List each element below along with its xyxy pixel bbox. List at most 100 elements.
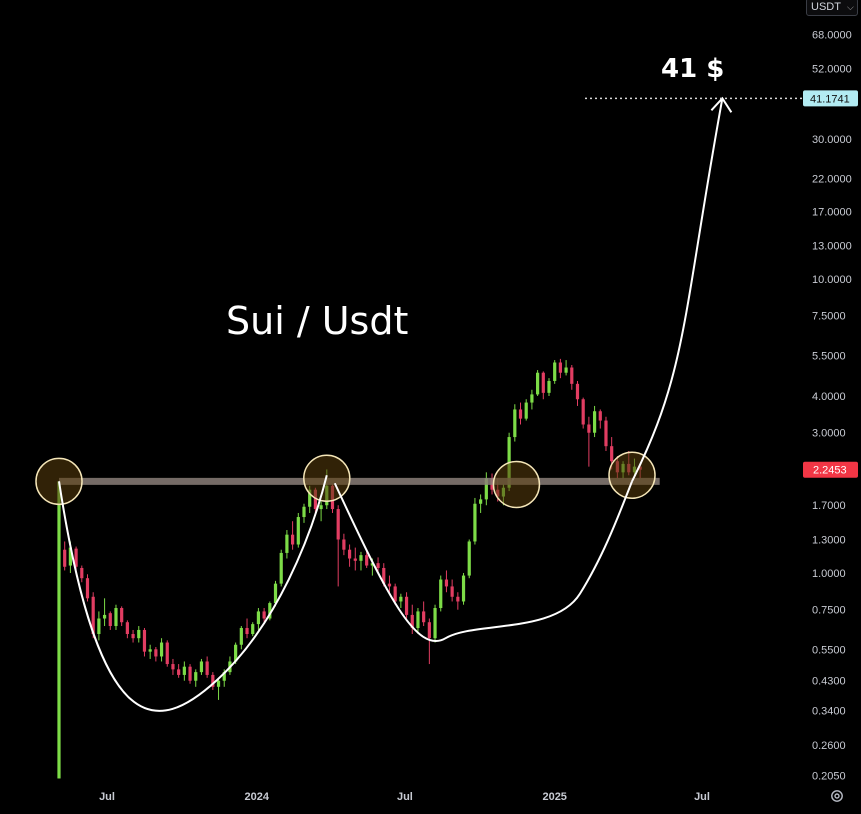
candle [251,622,255,637]
candle [57,481,61,779]
candle [530,389,534,410]
candle [296,512,300,548]
candle [427,618,431,665]
y-tick-label: 0.3400 [812,706,846,718]
candle [63,541,67,571]
candle [199,658,204,675]
cup-curve-2 [333,480,633,642]
candle [513,404,517,442]
candle [387,575,392,593]
candle [564,360,568,376]
candle [473,497,477,545]
candle [211,672,215,690]
candle [467,539,471,579]
y-tick-label: 30.0000 [812,134,852,146]
candle [216,677,221,700]
candle [587,416,591,467]
candle [125,620,129,639]
candle [479,494,483,513]
candle [74,546,78,571]
candle [604,416,608,451]
candle [342,533,346,556]
candle [456,592,460,610]
candle [598,409,602,429]
candle [444,570,449,593]
target-price-label: 41.1741 [810,93,850,105]
candle [165,640,169,667]
candle [558,358,562,379]
candle [319,501,323,522]
candle [97,611,101,641]
candle [80,565,84,583]
candle [102,598,107,627]
y-tick-label: 13.0000 [812,241,852,253]
candle [148,644,152,659]
candle [518,402,523,425]
y-tick-label: 5.5000 [812,350,846,362]
price-axis[interactable]: 68.0000 52.0000 41.1741 30.0000 22.0000 17.00… [803,29,858,782]
candle [404,592,409,619]
candle [553,360,557,384]
candle [262,608,266,623]
candle [177,664,181,678]
candle [365,549,369,568]
candle [194,669,198,687]
candle [159,638,164,662]
currency-selector[interactable]: USDT ⌵ [806,0,858,16]
last-price-label: 2.2453 [813,465,847,477]
y-tick-label: 22.0000 [812,173,852,185]
y-tick-label: 4.0000 [812,391,846,403]
y-tick-label: 3.0000 [812,428,846,440]
candle [131,629,135,643]
x-tick-label: Jul [397,791,413,803]
candle [137,626,141,643]
target-price-badge: 41.1741 [803,90,858,107]
y-tick-label: 7.5000 [812,311,846,323]
candle [433,604,437,643]
last-price-badge: 2.2453 [803,461,858,478]
candle [171,658,175,675]
candle [575,380,580,406]
candle [273,580,278,607]
y-tick-label: 0.4300 [812,676,846,688]
candle [450,579,454,602]
candle [416,608,420,635]
candle [268,601,272,621]
gear-icon[interactable] [829,788,845,804]
candle [524,399,528,421]
candle [154,647,158,662]
candle [256,608,261,630]
target-annotation: 41 $ [661,54,724,84]
candle [302,503,306,523]
candle [205,656,209,678]
candle [439,575,443,612]
time-axis[interactable]: Jul 2024 Jul 2025 Jul [99,791,710,803]
candle [85,574,90,602]
candle [279,549,283,587]
candle [581,397,585,429]
candle [245,618,249,639]
candle [541,371,545,400]
candle [547,378,551,397]
candle [114,604,118,630]
candle [291,521,295,550]
projection-curve [631,98,724,482]
candle [410,604,414,635]
candle [592,405,597,438]
x-tick-label: Jul [99,791,115,803]
y-tick-label: 1.7000 [812,500,846,512]
y-tick-label: 17.0000 [812,206,852,218]
y-tick-label: 0.2600 [812,740,846,752]
y-tick-label: 1.0000 [812,568,846,580]
x-tick-label: 2025 [542,791,566,803]
candle [376,557,380,573]
y-tick-label: 0.5500 [812,644,846,656]
y-tick-label: 0.7500 [812,605,846,617]
y-tick-label: 1.3000 [812,534,846,546]
candle [336,505,340,587]
candle [399,593,403,609]
candle [188,664,192,684]
candle [536,370,540,397]
chart-title: Sui / Usdt [226,299,408,343]
